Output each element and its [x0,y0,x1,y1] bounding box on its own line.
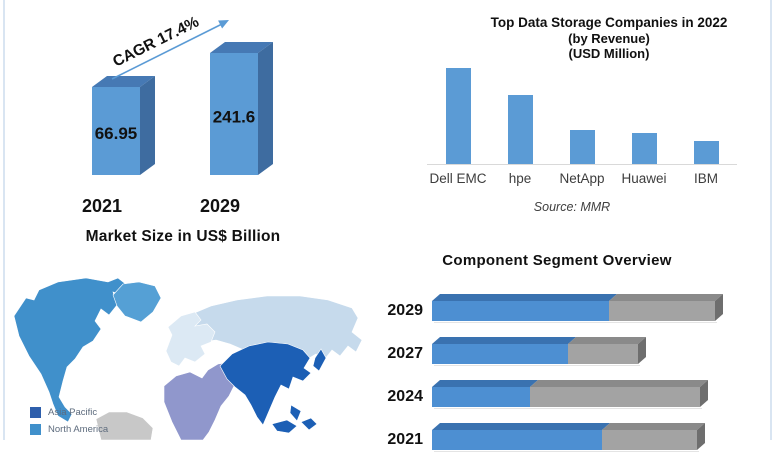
legend-swatch-icon [30,407,41,418]
bar-value-label-2021: 66.95 [95,124,138,143]
company-bar-dell-emc [445,68,471,164]
bar-shadow [434,365,640,366]
company-bar-huawei [631,133,657,164]
top-companies-title: Top Data Storage Companies in 2022 (by R… [449,14,769,61]
top-companies-title-line2: (by Revenue) [568,31,650,46]
bar-blue-front [432,301,609,321]
bar-shadow [434,322,717,323]
region-russia-central-asia [181,295,363,361]
bar-gray-top [530,380,708,387]
bar-top-2029 [210,42,273,53]
top-companies-chart: Top Data Storage Companies in 2022 (by R… [427,8,739,214]
company-label: hpe [508,171,532,186]
company-bar-column [613,64,675,164]
bar-right-side [715,294,723,321]
company-bar-netapp [569,130,595,164]
company-bar-column [551,64,613,164]
bar-year-label-2029: 2029 [200,196,240,216]
component-year-label: 2027 [387,345,423,362]
company-bar-column [427,64,489,164]
company-label: NetApp [559,171,605,186]
page-edge-line-left [3,0,5,440]
top-companies-category-labels: Dell EMC hpe NetApp Huawei IBM [427,171,739,186]
company-bar-hpe [507,95,533,164]
market-size-chart-title: Market Size in US$ Billion [85,228,281,245]
bar-blue-top [432,337,576,344]
component-year-label: 2024 [387,388,423,405]
region-se-asia-islands [271,404,318,434]
component-bar-2024 [432,380,708,409]
map-legend-row: Asia Pacific [30,407,108,418]
component-row-2024: 2024 [383,380,749,414]
company-label: Dell EMC [429,171,487,186]
top-companies-axis-line [427,164,737,165]
region-japan [312,348,327,372]
cagr-annotation: CAGR 17.4% [110,13,202,70]
legend-swatch-icon [30,424,41,435]
bar-side-2021 [140,76,155,175]
company-bar-column [675,64,737,164]
component-segment-rows: 2029 2027 2024 2021 [383,294,749,457]
bar-blue-top [432,423,610,430]
top-companies-title-line1: Top Data Storage Companies in 2022 [490,15,728,30]
bar-right-side [700,380,708,407]
bar-gray-front [530,387,700,407]
bar-right-side [638,337,646,364]
company-label: Huawei [621,171,667,186]
component-bar-2027 [432,337,646,366]
company-bar-column [489,64,551,164]
bar-year-label-2021: 2021 [82,196,122,216]
bar-blue-front [432,344,568,364]
company-label: IBM [693,171,718,186]
bar-top-2021 [92,76,155,87]
bar-front-2029 [210,53,258,175]
component-year-label: 2021 [387,431,423,448]
legend-label: North America [48,424,109,435]
market-size-chart: 66.95 2021 241.6 2029 CAGR 17.4% [82,13,273,216]
bar-gray-front [609,301,715,321]
cagr-arrow-line [111,23,223,80]
map-legend-row: North America [30,424,108,435]
component-year-label: 2029 [387,302,423,319]
component-segment-chart: Component Segment Overview 2029 2027 2024 2… [383,250,749,466]
region-europe [165,311,216,367]
top-companies-title-line3: (USD Million) [568,46,650,61]
bar-gray-top [602,423,705,430]
source-note: Source: MMR [533,200,611,214]
top-companies-bars [427,64,739,164]
bar-side-2029 [258,42,273,175]
bar-shadow [434,451,699,452]
component-segment-title: Component Segment Overview [442,252,672,269]
map-legend: Asia Pacific North America [30,407,108,441]
bar-blue-front [432,430,602,450]
bar-gray-front [568,344,638,364]
region-asia [219,341,312,426]
legend-label: Asia Pacific [48,407,98,418]
bar-blue-front [432,387,530,407]
region-south-america [95,411,154,440]
bar-front-2021 [92,87,140,175]
region-greenland [112,281,162,323]
component-row-2029: 2029 [383,294,749,328]
bar-gray-top [609,294,723,301]
region-north-america [13,277,128,423]
bar-blue-top [432,380,538,387]
component-row-2021: 2021 [383,423,749,457]
regional-world-map [13,277,363,440]
bar-blue-top [432,294,617,301]
cagr-arrow-head-icon [218,20,229,29]
bar-gray-top [568,337,646,344]
component-row-2027: 2027 [383,337,749,371]
component-bar-2029 [432,294,723,323]
bar-value-label-2029: 241.6 [213,107,256,126]
bar-gray-front [602,430,697,450]
page-edge-line-right [770,0,772,440]
component-bar-2021 [432,423,705,452]
company-bar-ibm [693,141,719,164]
bar-shadow [434,408,702,409]
